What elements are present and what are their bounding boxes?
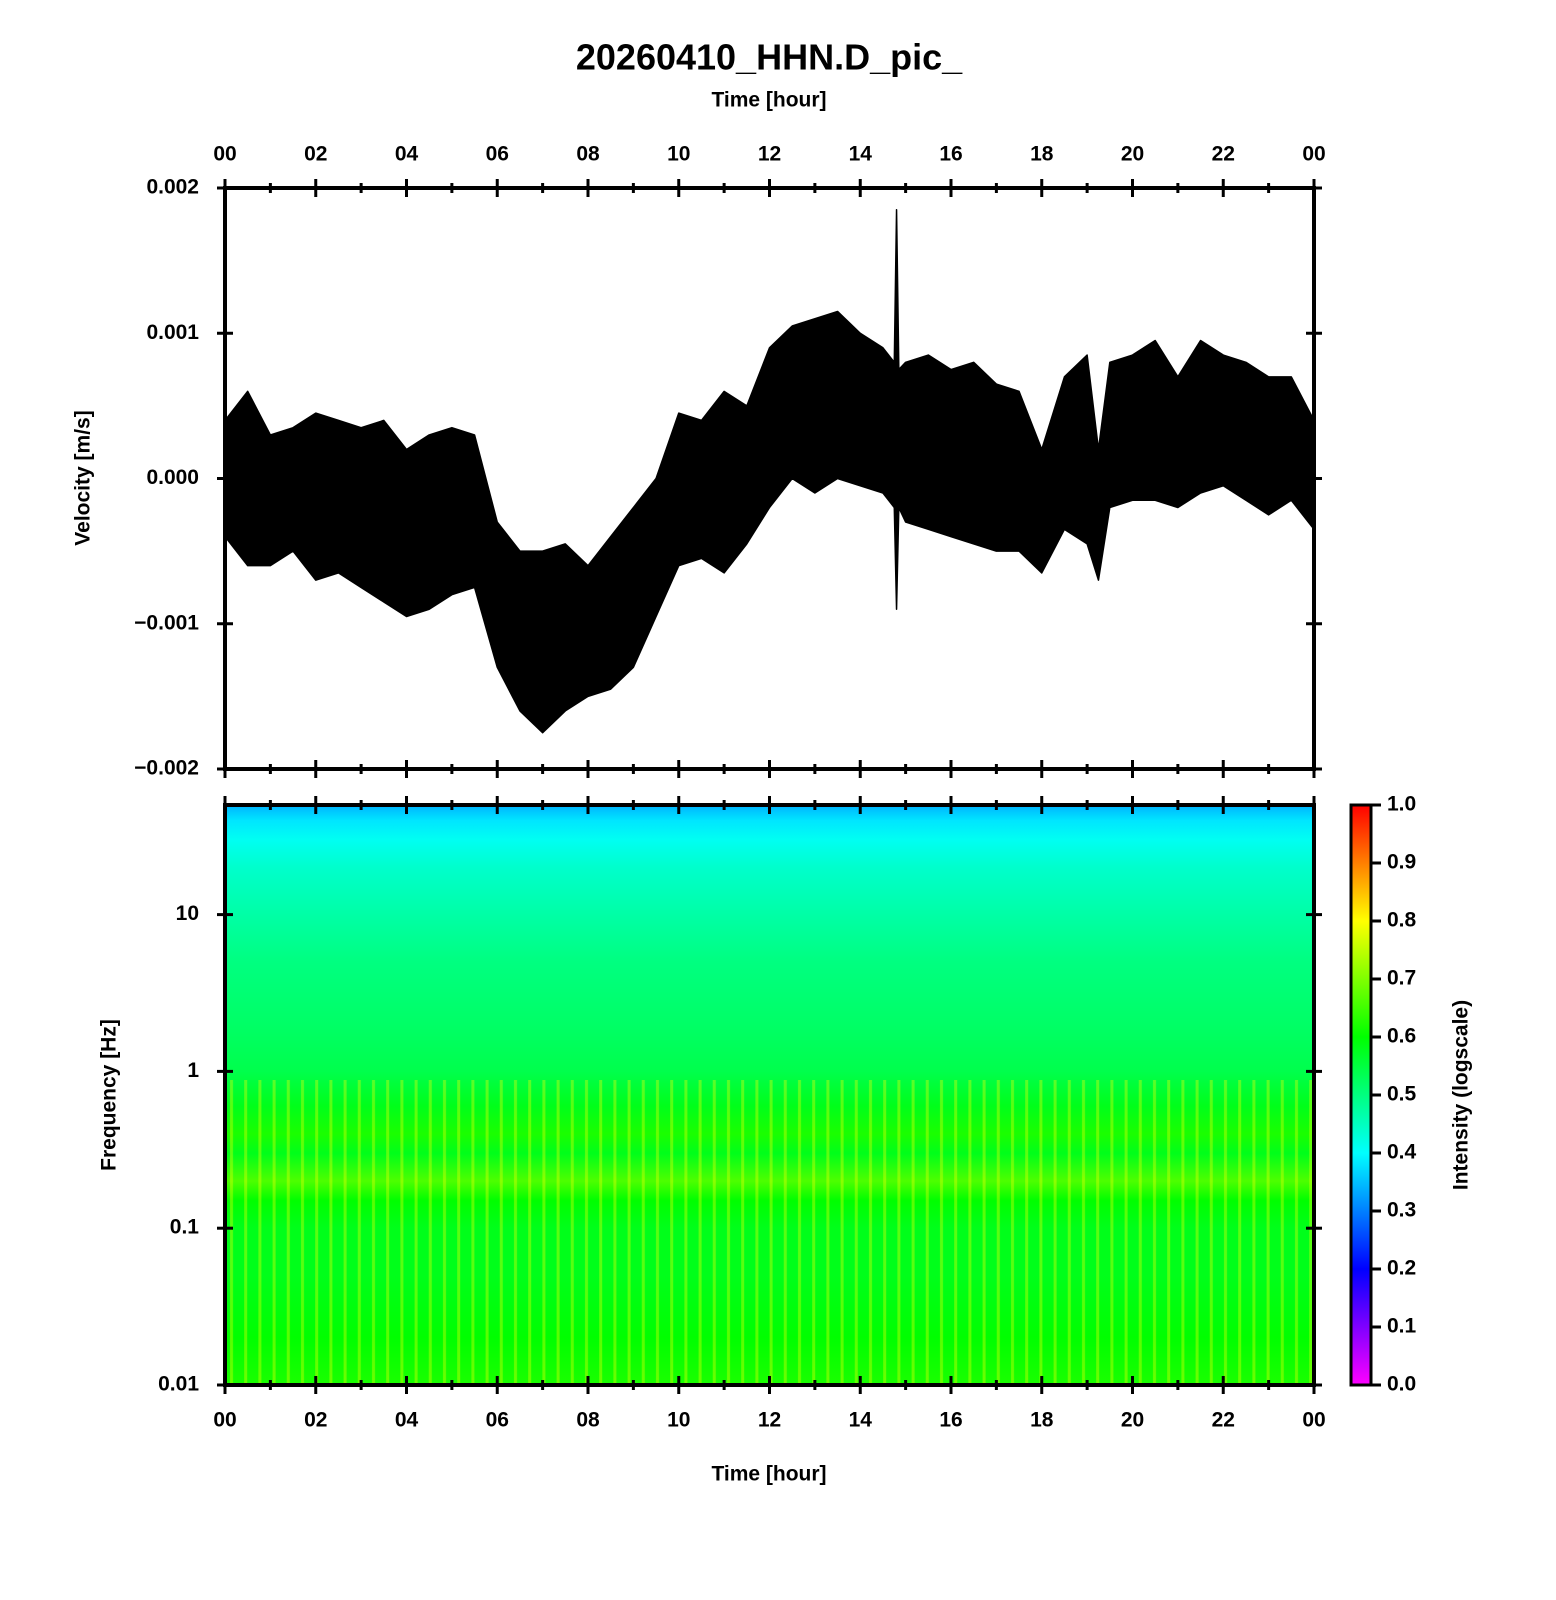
x-tick-label: 08	[576, 1409, 600, 1432]
x-tick-label: 16	[939, 1409, 962, 1432]
x-tick-label: 10	[667, 143, 690, 166]
x-tick-label: 12	[758, 1409, 781, 1432]
x-tick-label: 22	[1212, 1409, 1235, 1432]
y-tick-label: 10	[176, 902, 199, 925]
x-tick-label: 20	[1121, 143, 1144, 166]
colorbar-tick-label: 0.0	[1387, 1373, 1416, 1396]
x-tick-label: 20	[1121, 1409, 1144, 1432]
y-tick-label: 0.1	[170, 1216, 200, 1239]
x-tick-label: 06	[486, 143, 509, 166]
colorbar	[1349, 803, 1373, 1387]
x-tick-label: 00	[1302, 143, 1325, 166]
x-tick-label: 18	[1030, 143, 1054, 166]
x-tick-label: 08	[576, 143, 600, 166]
x-tick-label: 00	[1302, 1409, 1325, 1432]
y-tick-label: 1	[187, 1059, 199, 1082]
y-tick-label: −0.001	[134, 611, 199, 634]
x-tick-label: 22	[1212, 143, 1235, 166]
y-tick-label: 0.000	[146, 466, 199, 489]
y-axis-title: Velocity [m/s]	[72, 410, 95, 545]
spectrogram-texture	[225, 1080, 1314, 1385]
colorbar-title: Intensity (logscale)	[1450, 1000, 1473, 1190]
x-axis-title-top: Time [hour]	[711, 89, 826, 112]
x-tick-label: 04	[395, 1409, 419, 1432]
x-tick-label: 02	[304, 1409, 327, 1432]
colorbar-tick-label: 0.8	[1387, 909, 1417, 932]
x-tick-label: 00	[213, 1409, 236, 1432]
x-tick-label: 14	[849, 1409, 873, 1432]
x-tick-label: 10	[667, 1409, 690, 1432]
x-tick-label: 04	[395, 143, 419, 166]
colorbar-tick-label: 0.1	[1387, 1315, 1417, 1338]
x-tick-label: 18	[1030, 1409, 1054, 1432]
chart-title: 20260410_HHN.D_pic_	[576, 37, 963, 78]
y-tick-label: −0.002	[134, 757, 199, 780]
x-tick-label: 00	[213, 143, 236, 166]
x-axis-title: Time [hour]	[711, 1463, 826, 1486]
colorbar-tick-label: 1.0	[1387, 793, 1416, 816]
colorbar-tick-label: 0.5	[1387, 1083, 1417, 1106]
colorbar-tick-label: 0.6	[1387, 1025, 1416, 1048]
colorbar-tick-label: 0.4	[1387, 1141, 1417, 1164]
colorbar-tick-label: 0.7	[1387, 967, 1416, 990]
y-tick-label: 0.001	[146, 321, 199, 344]
colorbar-tick-label: 0.9	[1387, 851, 1416, 874]
x-tick-label: 02	[304, 143, 327, 166]
x-tick-label: 16	[939, 143, 962, 166]
colorbar-tick-label: 0.3	[1387, 1199, 1416, 1222]
colorbar-tick-label: 0.2	[1387, 1257, 1416, 1280]
x-tick-label: 06	[486, 1409, 509, 1432]
y-tick-label: 0.002	[146, 176, 199, 199]
velocity-trace	[224, 209, 1315, 734]
x-tick-label: 14	[849, 143, 873, 166]
y-axis-title: Frequency [Hz]	[98, 1019, 121, 1171]
y-tick-label: 0.01	[158, 1373, 199, 1396]
x-tick-label: 12	[758, 143, 781, 166]
